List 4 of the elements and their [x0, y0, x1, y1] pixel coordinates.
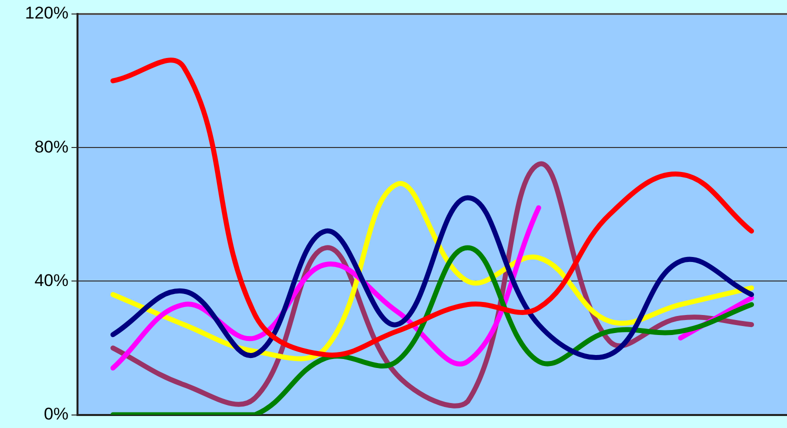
y-tick-label: 40% — [34, 270, 68, 290]
y-tick-label: 0% — [44, 404, 68, 424]
y-tick-label: 80% — [34, 137, 68, 156]
y-tick-label: 120% — [24, 4, 68, 23]
